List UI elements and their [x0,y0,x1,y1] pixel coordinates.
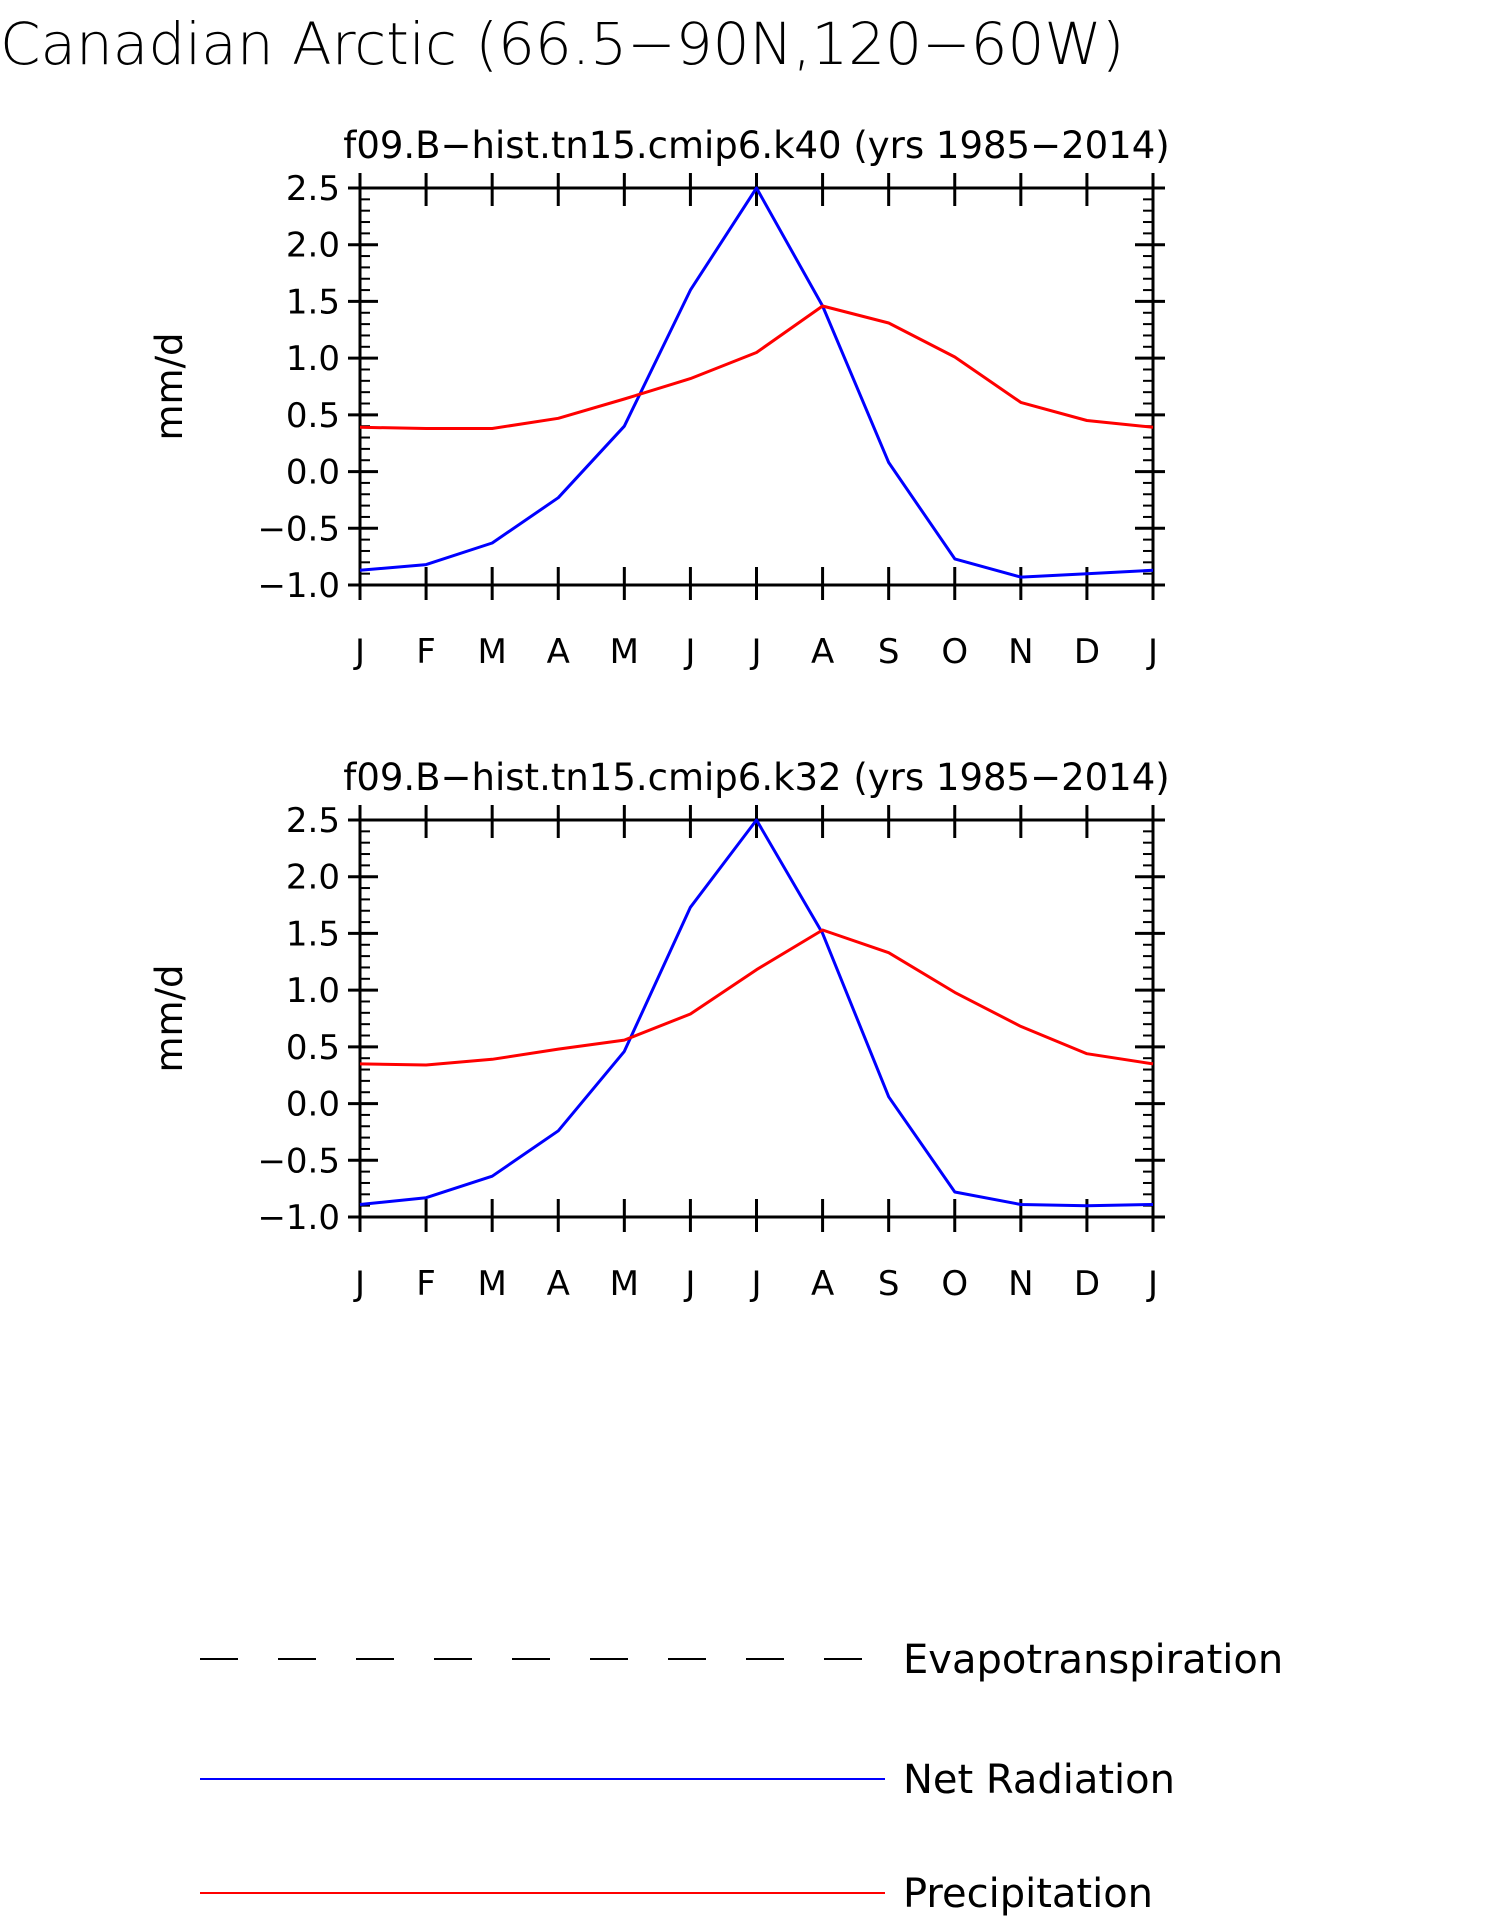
x-tick-label: J [749,632,761,672]
x-tick-label: A [547,632,570,672]
y-tick-label: 0.5 [286,396,340,436]
x-tick-label: D [1074,1264,1100,1304]
chart-panels: f09.B−hist.tn15.cmip6.k40 (yrs 1985−2014… [148,124,1170,1304]
x-tick-label: J [749,1264,761,1304]
x-tick-label: J [353,1264,365,1304]
y-tick-label: 0.0 [286,1085,340,1125]
chart-panel-2: f09.B−hist.tn15.cmip6.k32 (yrs 1985−2014… [148,756,1170,1304]
series-precipitation [359,928,1154,1067]
plot-frame [358,818,1155,1219]
x-tick-label: A [811,1264,834,1304]
x-tick-label: S [878,632,900,672]
series-net-radiation [359,186,1154,579]
x-tick-label: A [811,632,834,672]
y-tick-label: 1.0 [286,971,340,1011]
series-precipitation [359,304,1154,430]
legend-label-precipitation: Precipitation [903,1871,1153,1917]
y-tick-label: −1.0 [257,566,340,606]
legend-label-net-radiation: Net Radiation [903,1757,1175,1803]
y-tick-label: −1.0 [257,1198,340,1238]
x-tick-label: M [610,1264,639,1304]
y-tick-label: 0.5 [286,1028,340,1068]
y-tick-label: −0.5 [257,509,340,549]
y-tick-label: 0.0 [286,453,340,493]
x-tick-label: M [477,632,506,672]
x-tick-label: J [1146,1264,1158,1304]
x-tick-label: O [941,1264,968,1304]
panel-title: f09.B−hist.tn15.cmip6.k32 (yrs 1985−2014… [343,756,1169,799]
y-tick-label: 2.0 [286,858,340,898]
panel-title: f09.B−hist.tn15.cmip6.k40 (yrs 1985−2014… [343,124,1169,167]
y-tick-label: −0.5 [257,1141,340,1181]
x-tick-label: M [610,632,639,672]
y-tick-label: 2.5 [286,169,340,209]
x-tick-label: F [416,632,436,672]
chart-panel-1: f09.B−hist.tn15.cmip6.k40 (yrs 1985−2014… [148,124,1170,672]
x-tick-label: S [878,1264,900,1304]
y-tick-label: 1.5 [286,914,340,954]
y-tick-label: 2.0 [286,226,340,266]
legend: Evapotranspiration Net Radiation Precipita… [200,1637,1283,1917]
plot-frame [358,186,1155,587]
x-tick-label: J [683,1264,695,1304]
x-tick-label: A [547,1264,570,1304]
legend-label-evapotranspiration: Evapotranspiration [903,1637,1283,1683]
y-tick-label: 1.5 [286,282,340,322]
x-tick-label: M [477,1264,506,1304]
y-axis-label: mm/d [148,964,191,1072]
y-axis-label: mm/d [148,332,191,440]
x-tick-label: N [1008,1264,1033,1304]
x-tick-label: J [683,632,695,672]
x-tick-label: O [941,632,968,672]
x-tick-label: J [1146,632,1158,672]
y-tick-label: 1.0 [286,339,340,379]
x-tick-label: D [1074,632,1100,672]
figure-title: Canadian Arctic (66.5−90N,120−60W) [0,10,1124,78]
x-tick-label: N [1008,632,1033,672]
series-net-radiation [359,818,1154,1208]
y-tick-label: 2.5 [286,801,340,841]
x-tick-label: F [416,1264,436,1304]
x-tick-label: J [353,632,365,672]
